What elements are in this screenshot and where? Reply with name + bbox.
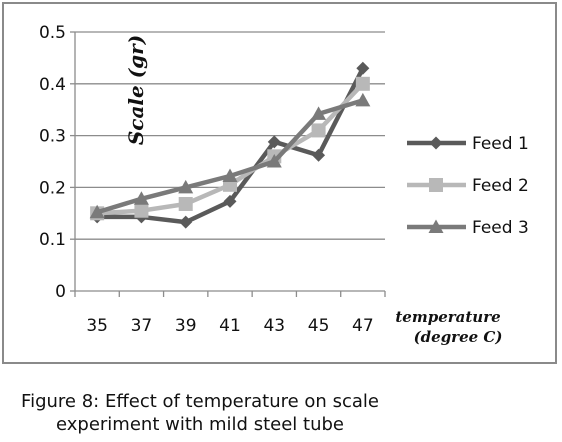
line-chart: 0 0.1 0.2 0.3 0.4 0.5 35 37 39 41 43 45 47 Scale (gr)… xyxy=(39,23,529,346)
legend-marker xyxy=(428,219,444,233)
x-axis-label-line-1: temperature xyxy=(395,308,500,326)
x-tick-label: 41 xyxy=(219,316,241,336)
y-tick-label: 0.1 xyxy=(39,230,66,250)
legend-label: Feed 2 xyxy=(472,176,529,196)
legend-label: Feed 1 xyxy=(472,134,529,154)
caption-line-1: Figure 8: Effect of temperature on scale xyxy=(21,391,379,412)
y-tick-label: 0.5 xyxy=(39,23,66,43)
data-point xyxy=(89,204,105,219)
data-point xyxy=(223,194,237,208)
y-tick-label: 0.2 xyxy=(39,178,66,198)
x-tick-label: 37 xyxy=(131,316,153,336)
x-tick-label: 45 xyxy=(308,316,330,336)
y-axis-label: Scale (gr) xyxy=(124,35,148,145)
x-axis-label-line-2: (degree C) xyxy=(414,328,503,346)
data-point xyxy=(356,61,370,75)
x-tick-label: 47 xyxy=(352,316,374,336)
figure-caption: Figure 8: Effect of temperature on scale… xyxy=(0,390,400,436)
data-point xyxy=(133,191,149,205)
data-point xyxy=(178,179,194,194)
data-point xyxy=(311,123,326,138)
legend-marker xyxy=(429,178,443,192)
data-point xyxy=(267,135,281,149)
x-tick-label: 39 xyxy=(175,316,197,336)
data-point xyxy=(222,168,238,183)
legend-label: Feed 3 xyxy=(472,218,529,238)
data-point xyxy=(311,106,327,120)
data-point xyxy=(355,76,370,91)
x-tick-label: 43 xyxy=(263,316,285,336)
data-point xyxy=(134,203,149,218)
caption-line-2: experiment with mild steel tube xyxy=(56,414,344,435)
data-point xyxy=(266,154,282,168)
data-point xyxy=(312,148,326,162)
data-point xyxy=(179,215,193,229)
y-tick-label: 0 xyxy=(55,282,66,302)
x-tick-label: 35 xyxy=(86,316,108,336)
data-point xyxy=(355,92,371,107)
y-tick-label: 0.3 xyxy=(39,127,66,147)
y-tick-label: 0.4 xyxy=(39,75,66,95)
data-point xyxy=(178,196,193,211)
legend-marker xyxy=(429,136,443,150)
